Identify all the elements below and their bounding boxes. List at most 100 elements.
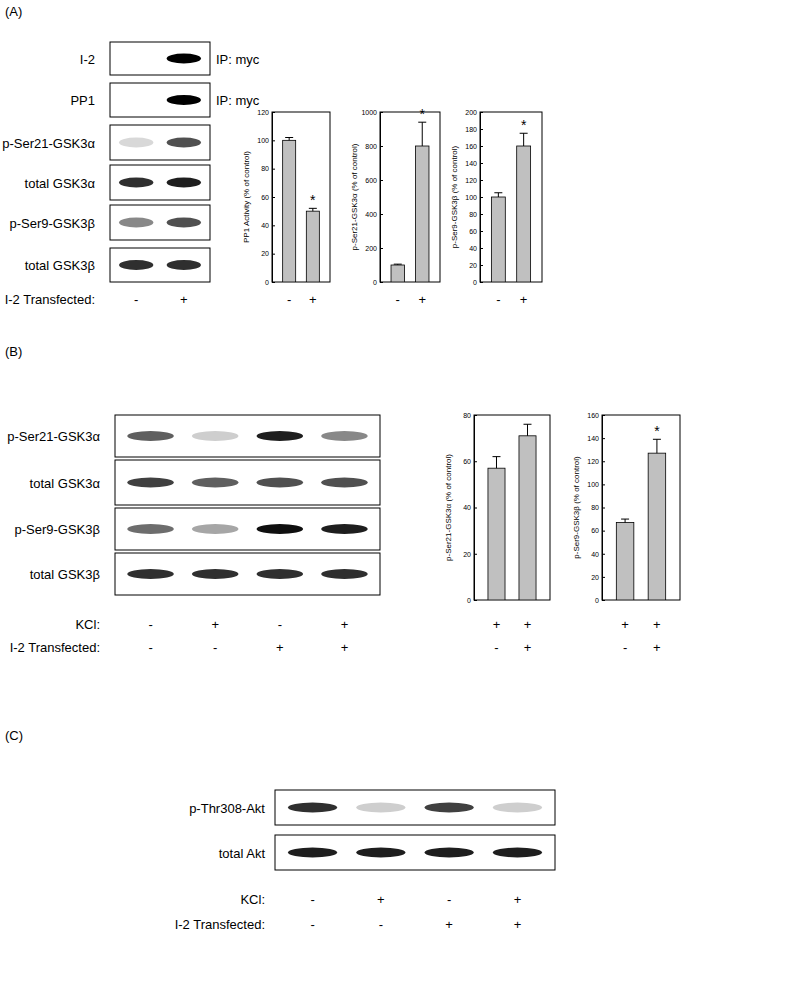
condition-label: KCl: (75, 617, 100, 632)
y-tick-mark (602, 461, 605, 462)
y-tick-mark (602, 438, 605, 439)
y-tick-mark (480, 265, 483, 266)
condition-sign: - (148, 617, 152, 632)
y-tick-mark (474, 508, 477, 509)
error-cap (621, 519, 629, 520)
plot-frame (380, 112, 440, 282)
y-tick-mark (602, 554, 605, 555)
y-tick: 80 (463, 412, 477, 419)
y-tick-label: 180 (465, 126, 477, 133)
y-tick: 20 (261, 250, 275, 257)
y-tick-label: 80 (591, 504, 599, 511)
y-tick: 800 (365, 143, 383, 150)
significance: * (420, 106, 426, 122)
y-tick: 120 (257, 109, 275, 116)
blot-frame (115, 508, 380, 550)
y-tick-mark (480, 129, 483, 130)
blot-label: p-Ser9-GSK3β (14, 522, 100, 537)
x-category: - (396, 292, 400, 307)
y-tick-mark (380, 146, 383, 147)
blot-band (356, 803, 405, 813)
marks (283, 138, 320, 283)
error-bar (492, 457, 500, 469)
blot-label: total GSK3α (30, 476, 101, 491)
bar (283, 140, 296, 282)
y-tick: 40 (463, 504, 477, 511)
y-tick-label: 100 (587, 481, 599, 488)
marks (491, 133, 530, 282)
blot-band (321, 431, 368, 441)
y-tick-mark (380, 180, 383, 181)
y-tick-label: 0 (373, 279, 377, 286)
blot-band (192, 569, 239, 579)
blot-band (288, 848, 337, 858)
y-tick-label: 160 (465, 143, 477, 150)
y-tick: 40 (261, 222, 275, 229)
blot-frame (110, 125, 210, 160)
blot-frame (110, 248, 210, 282)
error-bar (520, 133, 528, 146)
blot-band (167, 138, 201, 148)
y-tick-label: 20 (591, 574, 599, 581)
error-cap (492, 456, 500, 457)
blot-label: p-Ser21-GSK3α (2, 136, 95, 151)
blot-note: IP: myc (216, 93, 260, 108)
bar-chart: *020406080100120140160p-Ser9-GSK3β (% of… (572, 412, 680, 655)
y-tick: 0 (265, 279, 275, 286)
y-tick-label: 60 (463, 458, 471, 465)
condition-sign: + (493, 617, 501, 632)
y-tick-mark (474, 461, 477, 462)
bar-chart: 020406080p-Ser21-GSK3α (% of control)++-… (444, 412, 550, 655)
y-tick-mark (272, 225, 275, 226)
y-axis-title: p-Ser9-GSK3β (% of control) (450, 145, 459, 248)
blot-band (257, 431, 304, 441)
blot-label: total GSK3α (25, 176, 96, 191)
y-tick-label: 0 (467, 597, 471, 604)
plot-frame (474, 415, 550, 600)
bar (391, 265, 404, 282)
y-tick-label: 40 (469, 245, 477, 252)
y-tick-mark (380, 112, 383, 113)
bar (306, 211, 319, 282)
y-tick-mark (480, 231, 483, 232)
significance: * (521, 117, 527, 133)
blot-band (127, 569, 174, 579)
blot-band (167, 218, 201, 228)
error-cap (285, 137, 293, 138)
condition-sign: + (341, 617, 349, 632)
blot-label: PP1 (70, 93, 95, 108)
y-tick-label: 40 (261, 222, 269, 229)
x-category: - (623, 640, 627, 655)
y-tick-label: 80 (261, 165, 269, 172)
condition-label: I-2 Transfected: (5, 292, 95, 307)
blot-band (356, 848, 405, 858)
y-tick-label: 120 (587, 458, 599, 465)
blot-band (321, 478, 368, 488)
condition-sign: + (377, 892, 385, 907)
y-tick: 200 (465, 109, 483, 116)
y-tick-mark (380, 214, 383, 215)
blot-label: total Akt (219, 846, 266, 861)
marks (616, 439, 665, 600)
blot-band (119, 218, 153, 228)
y-tick: 100 (257, 137, 275, 144)
bar (517, 146, 531, 282)
panel-letter: (C) (5, 728, 23, 743)
significance: * (310, 192, 316, 208)
y-tick: 80 (261, 165, 275, 172)
y-tick-label: 80 (463, 412, 471, 419)
error-cap (524, 424, 532, 425)
y-tick-label: 60 (261, 194, 269, 201)
condition-sign: - (447, 892, 451, 907)
y-tick-mark (480, 146, 483, 147)
y-tick-mark (602, 600, 605, 601)
condition-sign: + (524, 617, 532, 632)
y-tick: 120 (465, 177, 483, 184)
blot-frame (115, 553, 380, 595)
y-tick-mark (602, 577, 605, 578)
blot-label: I-2 (80, 52, 95, 67)
error-stem (498, 193, 499, 197)
y-axis-title: p-Ser21-GSK3α (% of control) (444, 454, 453, 561)
error-cap (394, 264, 402, 265)
y-tick-mark (380, 248, 383, 249)
